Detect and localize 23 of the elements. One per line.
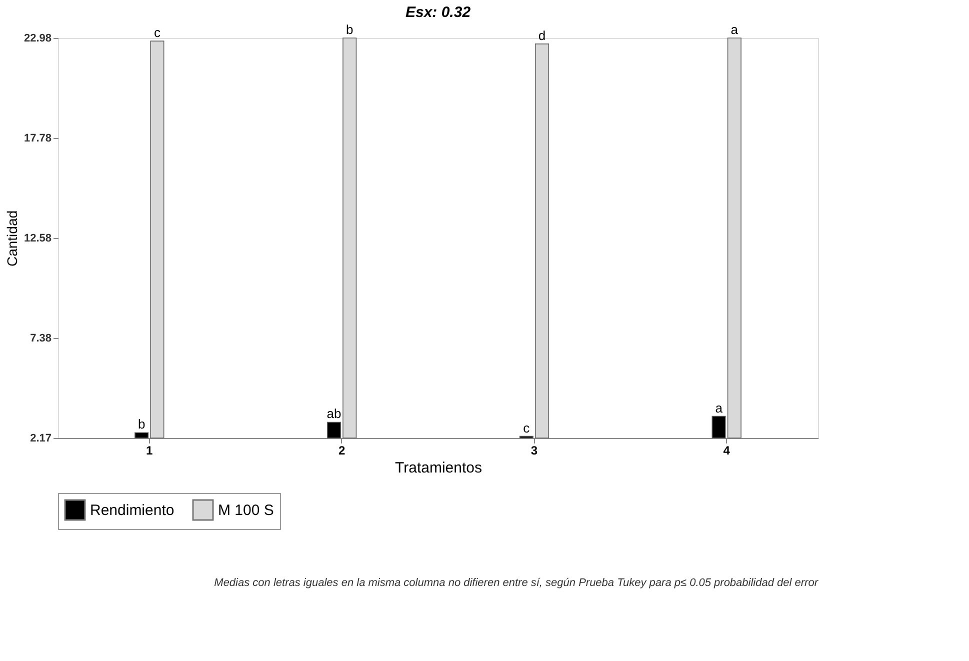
data-label: ab: [326, 406, 342, 422]
data-label: b: [138, 416, 146, 432]
y-axis-title: Cantidad: [4, 210, 20, 267]
data-label: b: [346, 22, 354, 37]
y-tick-label: 2.17: [30, 432, 52, 444]
y-tick-label: 17.78: [24, 132, 52, 144]
x-tick-label: 2: [338, 444, 346, 458]
legend-label: M 100 S: [218, 502, 274, 519]
data-label: c: [523, 420, 530, 436]
x-tick-label: 3: [530, 444, 538, 458]
data-label: d: [538, 28, 546, 43]
y-tick-label: 12.58: [24, 232, 52, 244]
x-axis-title: Tratamientos: [395, 460, 482, 476]
y-tick-label: 7.38: [30, 332, 52, 344]
legend-label: Rendimiento: [90, 502, 174, 519]
data-label: c: [154, 25, 161, 40]
x-tick-label: 4: [723, 444, 730, 458]
text: Medias con letras iguales en la misma columna no difieren entre sí, según Prueba Tukey para p≤ 0.05 probabilidad del error: [214, 577, 820, 589]
x-tick-label: 1: [146, 444, 154, 458]
chart-title: Esx: 0.32: [405, 4, 472, 21]
data-label: a: [730, 22, 739, 37]
data-label: a: [715, 400, 724, 416]
y-tick-label: 22.98: [24, 32, 52, 44]
